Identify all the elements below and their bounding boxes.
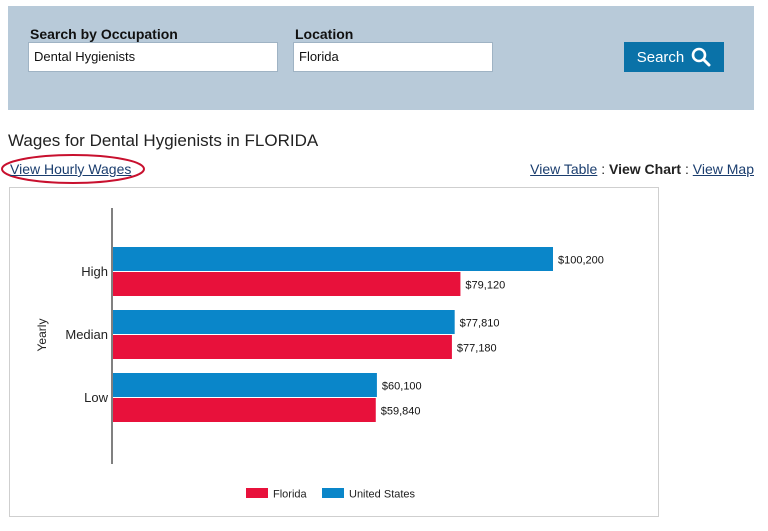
highlight-ellipse	[1, 154, 145, 184]
legend-swatch-united-states	[322, 488, 344, 498]
category-label: Low	[84, 390, 108, 405]
data-label: $59,840	[381, 406, 421, 418]
category-label: High	[81, 264, 108, 279]
data-label: $77,180	[457, 343, 497, 355]
search-panel: Search by Occupation Dental Hygienists L…	[8, 6, 754, 110]
search-button[interactable]: Search	[624, 42, 724, 72]
view-hourly-wages-link[interactable]: View Hourly Wages	[10, 161, 132, 177]
view-table-link[interactable]: View Table	[530, 161, 598, 177]
data-label: $77,810	[460, 318, 500, 330]
wage-chart: Yearly High $100,200 $79,120 Median $77,810 $7…	[9, 187, 659, 517]
bar-florida	[113, 272, 461, 296]
category-label: Median	[65, 327, 108, 342]
legend-label: Florida	[273, 489, 308, 501]
bar-united-states	[113, 310, 455, 334]
occupation-label: Search by Occupation	[30, 26, 178, 42]
location-input[interactable]: Florida	[293, 42, 493, 72]
legend-label: United States	[349, 489, 416, 501]
search-icon	[691, 47, 711, 67]
y-axis-title: Yearly	[35, 319, 49, 352]
data-label: $60,100	[382, 381, 422, 393]
view-links-separator: :	[601, 161, 606, 177]
search-button-label: Search	[636, 48, 685, 66]
view-links: View Table : View Chart : View Map	[530, 161, 754, 177]
bar-florida	[113, 335, 452, 359]
bar-united-states	[113, 373, 377, 397]
page-title: Wages for Dental Hygienists in FLORIDA	[8, 131, 319, 150]
view-map-link[interactable]: View Map	[692, 161, 754, 177]
legend-swatch-florida	[246, 488, 268, 498]
location-label: Location	[295, 26, 354, 42]
wage-bar-chart: Yearly High $100,200 $79,120 Median $77,810 $7…	[35, 208, 604, 501]
data-label: $79,120	[465, 280, 505, 292]
data-label: $100,200	[558, 255, 604, 267]
view-links-separator: :	[685, 161, 689, 177]
occupation-input[interactable]: Dental Hygienists	[28, 42, 278, 72]
bar-florida	[113, 398, 376, 422]
view-chart-current: View Chart	[609, 161, 682, 177]
bar-united-states	[113, 247, 553, 271]
